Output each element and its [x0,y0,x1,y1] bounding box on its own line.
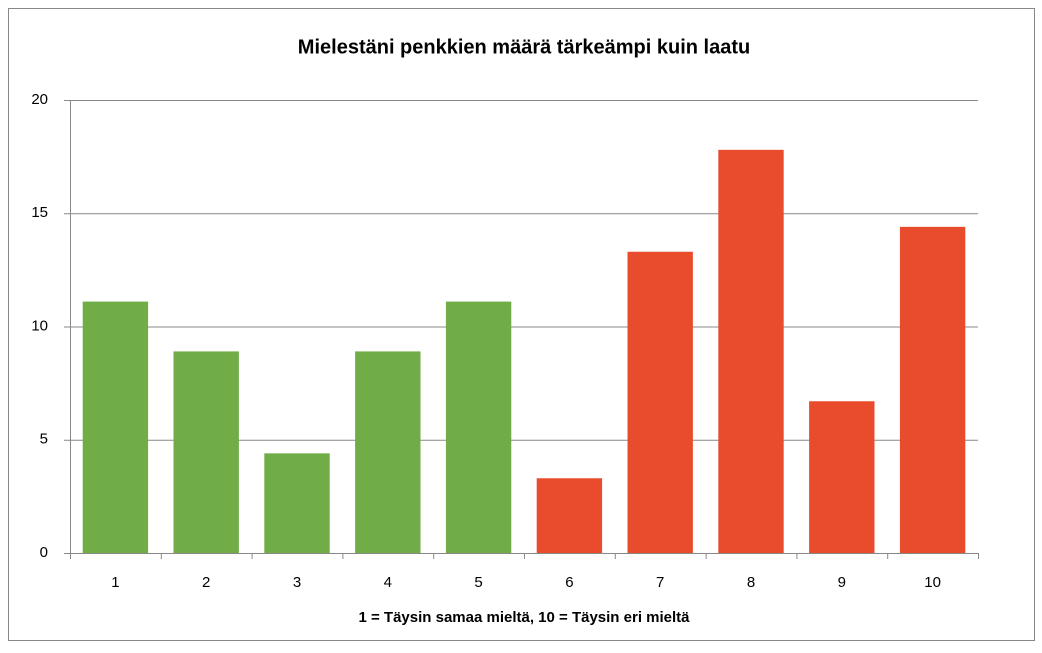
y-tick-label: 5 [40,431,48,448]
x-tick-label: 3 [293,574,301,591]
y-tick-label: 10 [31,317,48,334]
x-tick-label: 9 [838,574,846,591]
x-tick-label: 7 [656,574,664,591]
x-tick-label: 4 [384,574,392,591]
bar [264,453,330,553]
x-tick-label: 10 [924,574,941,591]
x-tick-label: 5 [474,574,482,591]
x-tick-label: 6 [565,574,573,591]
bar [899,226,966,553]
bar [355,351,421,553]
bar [82,301,149,553]
y-tick-label: 20 [31,91,48,108]
chart-title: Mielestäni penkkien määrä tärkeämpi kuin… [298,36,750,58]
chart-border [8,8,1035,641]
bar [809,401,875,553]
y-tick-label: 0 [40,544,48,561]
x-tick-label: 1 [111,574,119,591]
bar [173,351,239,553]
x-axis-label: 1 = Täysin samaa mieltä, 10 = Täysin eri… [358,609,690,626]
bar [445,301,512,553]
bar [536,478,603,553]
bar [718,149,784,553]
y-tick-label: 15 [31,204,48,221]
bar [627,251,693,553]
x-tick-label: 8 [747,574,755,591]
x-tick-label: 2 [202,574,210,591]
